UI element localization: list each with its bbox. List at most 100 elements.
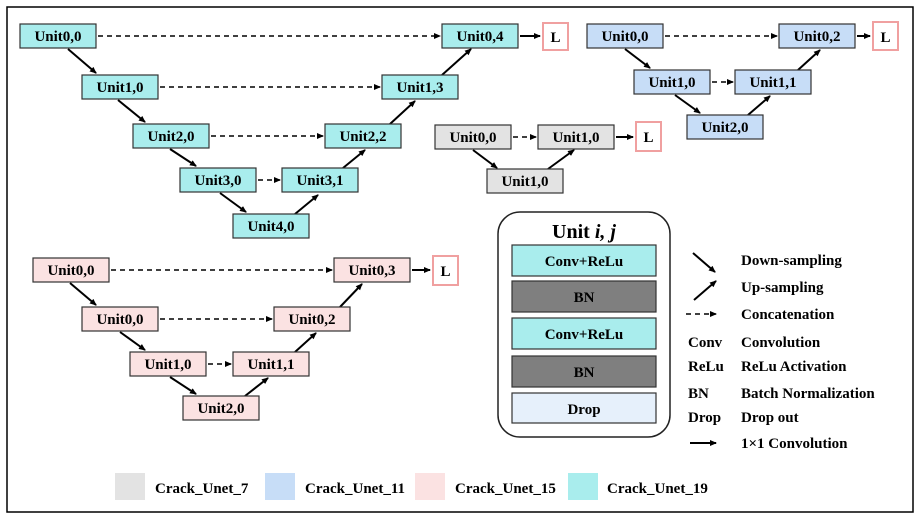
label-text: ReLu Activation <box>741 359 847 375</box>
label-text: Unit1,1 <box>749 75 796 91</box>
legend-swatch <box>265 473 295 500</box>
network-crack-unet-15: Unit0,0 Unit0,0 Unit1,0 Unit2,0 Unit1,1 … <box>32 255 459 421</box>
unit-node: Unit4,0 <box>232 213 310 239</box>
output-node: L <box>542 22 569 51</box>
label-text: Unit0,3 <box>348 263 395 279</box>
model-legend: Crack_Unet_7 Crack_Unet_11 Crack_Unet_15… <box>115 473 708 500</box>
down-sampling-arrow-icon <box>692 252 716 273</box>
label-text: 1×1 Convolution <box>741 436 848 452</box>
label-text: Drop <box>567 402 600 418</box>
network-crack-unet-11: Unit0,0 Unit1,0 Unit2,0 Unit1,1 Unit0,2 … <box>586 21 899 140</box>
layer-conv-relu: Conv+ReLu <box>511 317 657 350</box>
label-text: L <box>880 30 890 46</box>
unit-node: Unit1,0 <box>486 168 564 194</box>
label-text: Unit <box>552 221 595 243</box>
unit-node: Unit0,2 <box>273 306 351 332</box>
unit-node: Unit0,2 <box>778 23 856 49</box>
unit-node: Unit1,0 <box>81 74 159 100</box>
label-text: Unit2,0 <box>147 129 194 145</box>
label-text: Conv+ReLu <box>545 254 624 270</box>
label-text: Unit1,3 <box>396 80 443 96</box>
label-text: Unit0,4 <box>456 29 504 45</box>
output-node: L <box>635 121 662 152</box>
unit-node: Unit3,1 <box>281 167 359 193</box>
label-text: Unit0,0 <box>601 29 648 45</box>
unit-node: Unit2,0 <box>686 114 764 140</box>
label-text: BN <box>574 365 595 381</box>
label-text: Conv+ReLu <box>545 327 624 343</box>
label-text: Unit2,0 <box>197 401 244 417</box>
label-text: Conv <box>688 335 723 351</box>
label-text: Unit1,1 <box>247 357 294 373</box>
up-sampling-arrow-icon <box>693 280 717 301</box>
unit-node: Unit2,2 <box>324 123 402 149</box>
legend-swatch <box>115 473 145 500</box>
label-text: Unit1,0 <box>648 75 695 91</box>
unit-node: Unit0,0 <box>19 23 97 49</box>
label-text: Unit1,0 <box>144 357 191 373</box>
label-text: Concatenation <box>741 307 835 323</box>
label-text: Unit1,0 <box>501 174 548 190</box>
outer-frame <box>6 6 914 513</box>
unit-node: Unit2,0 <box>182 395 260 421</box>
label-text: Unit0,0 <box>34 29 81 45</box>
unit-node: Unit1,1 <box>734 69 812 95</box>
label-text: Unit1,0 <box>96 80 143 96</box>
unit-node: Unit2,0 <box>132 123 210 149</box>
label-text: Up-sampling <box>741 280 824 296</box>
unit-node: Unit1,1 <box>232 351 310 377</box>
unit-node: Unit1,0 <box>537 124 615 150</box>
label-text: Crack_Unet_19 <box>607 481 708 497</box>
label-text: Crack_Unet_11 <box>305 481 405 497</box>
label-text: L <box>643 130 653 146</box>
label-text: BN <box>574 290 595 306</box>
layer-drop: Drop <box>511 392 657 424</box>
label-text: Unit4,0 <box>247 219 294 235</box>
legend-swatch <box>568 473 598 500</box>
label-text: Drop out <box>741 410 799 426</box>
output-node: L <box>432 255 459 286</box>
label-text: Crack_Unet_7 <box>155 481 249 497</box>
unit-node: Unit1,0 <box>633 69 711 95</box>
unit-node: Unit1,0 <box>129 351 207 377</box>
layer-conv-relu: Conv+ReLu <box>511 244 657 277</box>
label-text: Unit3,1 <box>296 173 343 189</box>
label-text: Unit1,0 <box>552 130 599 146</box>
unit-node: Unit0,0 <box>81 306 159 332</box>
label-text: L <box>550 30 560 46</box>
label-text: Convolution <box>741 335 821 351</box>
layer-bn: BN <box>511 355 657 388</box>
label-text: i, j <box>595 221 617 243</box>
label-text: Unit0,2 <box>288 312 335 328</box>
label-text: Unit3,0 <box>194 173 241 189</box>
unit-node: Unit0,0 <box>434 124 512 150</box>
label-text: Batch Normalization <box>741 386 875 402</box>
label-text: Unit2,0 <box>701 120 748 136</box>
network-crack-unet-7: Unit0,0 Unit1,0 Unit1,0 L <box>434 121 662 194</box>
unit-node: Unit0,4 <box>441 23 519 49</box>
unit-node: Unit1,3 <box>381 74 459 100</box>
label-text: Unit2,2 <box>339 129 386 145</box>
unit-node: Unit0,0 <box>32 257 110 283</box>
unit-node: Unit0,0 <box>586 23 664 49</box>
network-crack-unet-19: Unit0,0 Unit1,0 Unit2,0 Unit3,0 Unit4,0 … <box>19 22 569 239</box>
unit-node: Unit0,3 <box>333 257 411 283</box>
label-text: Drop <box>688 410 721 426</box>
label-text: Crack_Unet_15 <box>455 481 556 497</box>
unit-node: Unit3,0 <box>179 167 257 193</box>
label-text: Unit0,0 <box>449 130 496 146</box>
label-text: Down-sampling <box>741 253 842 269</box>
legend-swatch <box>415 473 445 500</box>
label-text: Unit0,2 <box>793 29 840 45</box>
unit-block-title: Unit i, j <box>552 221 616 243</box>
label-text: L <box>440 264 450 280</box>
label-text: Unit0,0 <box>96 312 143 328</box>
unit-block: Unit i, j Conv+ReLu BN Conv+ReLu BN Drop <box>497 211 671 438</box>
output-node: L <box>872 21 899 51</box>
label-text: ReLu <box>688 359 724 375</box>
symbol-legend: Down-sampling Up-sampling Concatenation … <box>686 252 875 452</box>
label-text: Unit0,0 <box>47 263 94 279</box>
layer-bn: BN <box>511 280 657 313</box>
label-text: BN <box>688 386 709 402</box>
